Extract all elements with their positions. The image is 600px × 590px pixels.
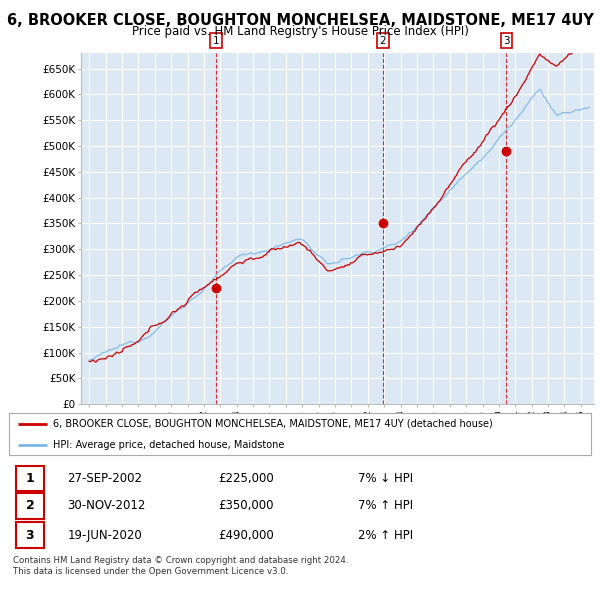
Text: Price paid vs. HM Land Registry's House Price Index (HPI): Price paid vs. HM Land Registry's House … <box>131 25 469 38</box>
Text: £225,000: £225,000 <box>218 472 274 485</box>
Text: 6, BROOKER CLOSE, BOUGHTON MONCHELSEA, MAIDSTONE, ME17 4UY (detached house): 6, BROOKER CLOSE, BOUGHTON MONCHELSEA, M… <box>53 419 493 428</box>
Text: 30-NOV-2012: 30-NOV-2012 <box>67 499 146 513</box>
Text: 2: 2 <box>380 36 386 46</box>
Text: 7% ↑ HPI: 7% ↑ HPI <box>358 499 413 513</box>
Text: 2% ↑ HPI: 2% ↑ HPI <box>358 529 413 542</box>
FancyBboxPatch shape <box>16 466 44 491</box>
Text: 1: 1 <box>26 472 34 485</box>
Text: Contains HM Land Registry data © Crown copyright and database right 2024.
This d: Contains HM Land Registry data © Crown c… <box>13 556 349 576</box>
Text: 2: 2 <box>26 499 34 513</box>
Text: 27-SEP-2002: 27-SEP-2002 <box>67 472 142 485</box>
FancyBboxPatch shape <box>16 493 44 519</box>
Text: 3: 3 <box>26 529 34 542</box>
Text: 1: 1 <box>213 36 220 46</box>
Text: 6, BROOKER CLOSE, BOUGHTON MONCHELSEA, MAIDSTONE, ME17 4UY: 6, BROOKER CLOSE, BOUGHTON MONCHELSEA, M… <box>7 13 593 28</box>
Text: HPI: Average price, detached house, Maidstone: HPI: Average price, detached house, Maid… <box>53 440 284 450</box>
Text: £490,000: £490,000 <box>218 529 274 542</box>
FancyBboxPatch shape <box>16 522 44 548</box>
Text: 3: 3 <box>503 36 510 46</box>
Text: 7% ↓ HPI: 7% ↓ HPI <box>358 472 413 485</box>
Text: 19-JUN-2020: 19-JUN-2020 <box>67 529 142 542</box>
Text: £350,000: £350,000 <box>218 499 274 513</box>
